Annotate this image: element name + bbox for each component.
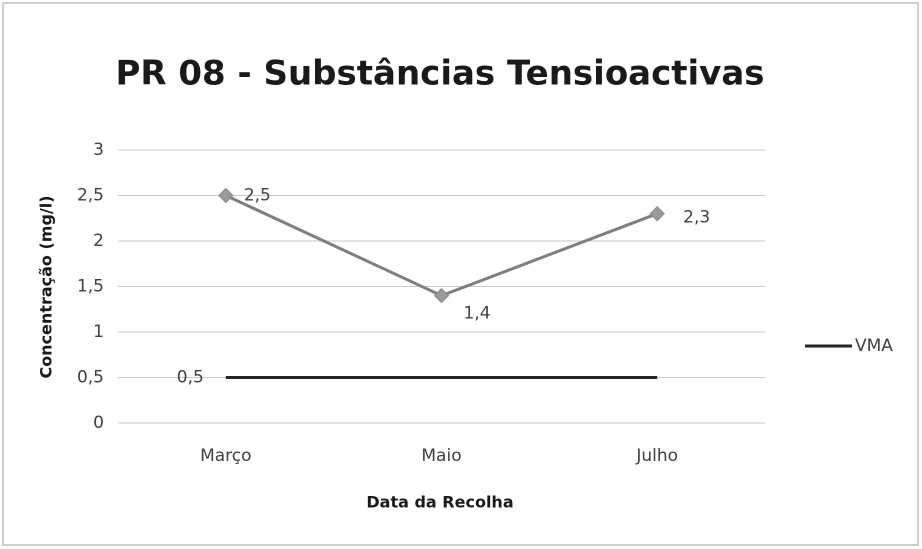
data-point — [433, 287, 450, 304]
data-label: 0,5 — [177, 368, 204, 388]
y-tick-label: 2 — [93, 231, 104, 251]
data-point — [218, 187, 234, 204]
x-axis-title: Data da Recolha — [366, 493, 513, 512]
x-tick-label: Maio — [421, 446, 461, 466]
y-tick-label: 3 — [93, 140, 104, 160]
legend-label: VMA — [855, 336, 893, 356]
data-label: 2,5 — [244, 186, 271, 206]
chart-title: PR 08 - Substâncias Tensioactivas — [115, 54, 764, 94]
y-tick-label: 0 — [93, 413, 104, 433]
data-label: 2,3 — [683, 208, 710, 228]
y-tick-label: 0,5 — [77, 368, 104, 388]
y-tick-label: 2,5 — [77, 186, 104, 206]
x-tick-label: Março — [200, 446, 251, 466]
data-point — [649, 205, 665, 222]
y-tick-label: 1,5 — [77, 277, 104, 297]
y-tick-label: 1 — [93, 322, 104, 342]
y-axis-title: Concentração (mg/l) — [37, 195, 56, 378]
data-label: 1,4 — [464, 304, 491, 324]
x-tick-label: Julho — [635, 446, 678, 466]
